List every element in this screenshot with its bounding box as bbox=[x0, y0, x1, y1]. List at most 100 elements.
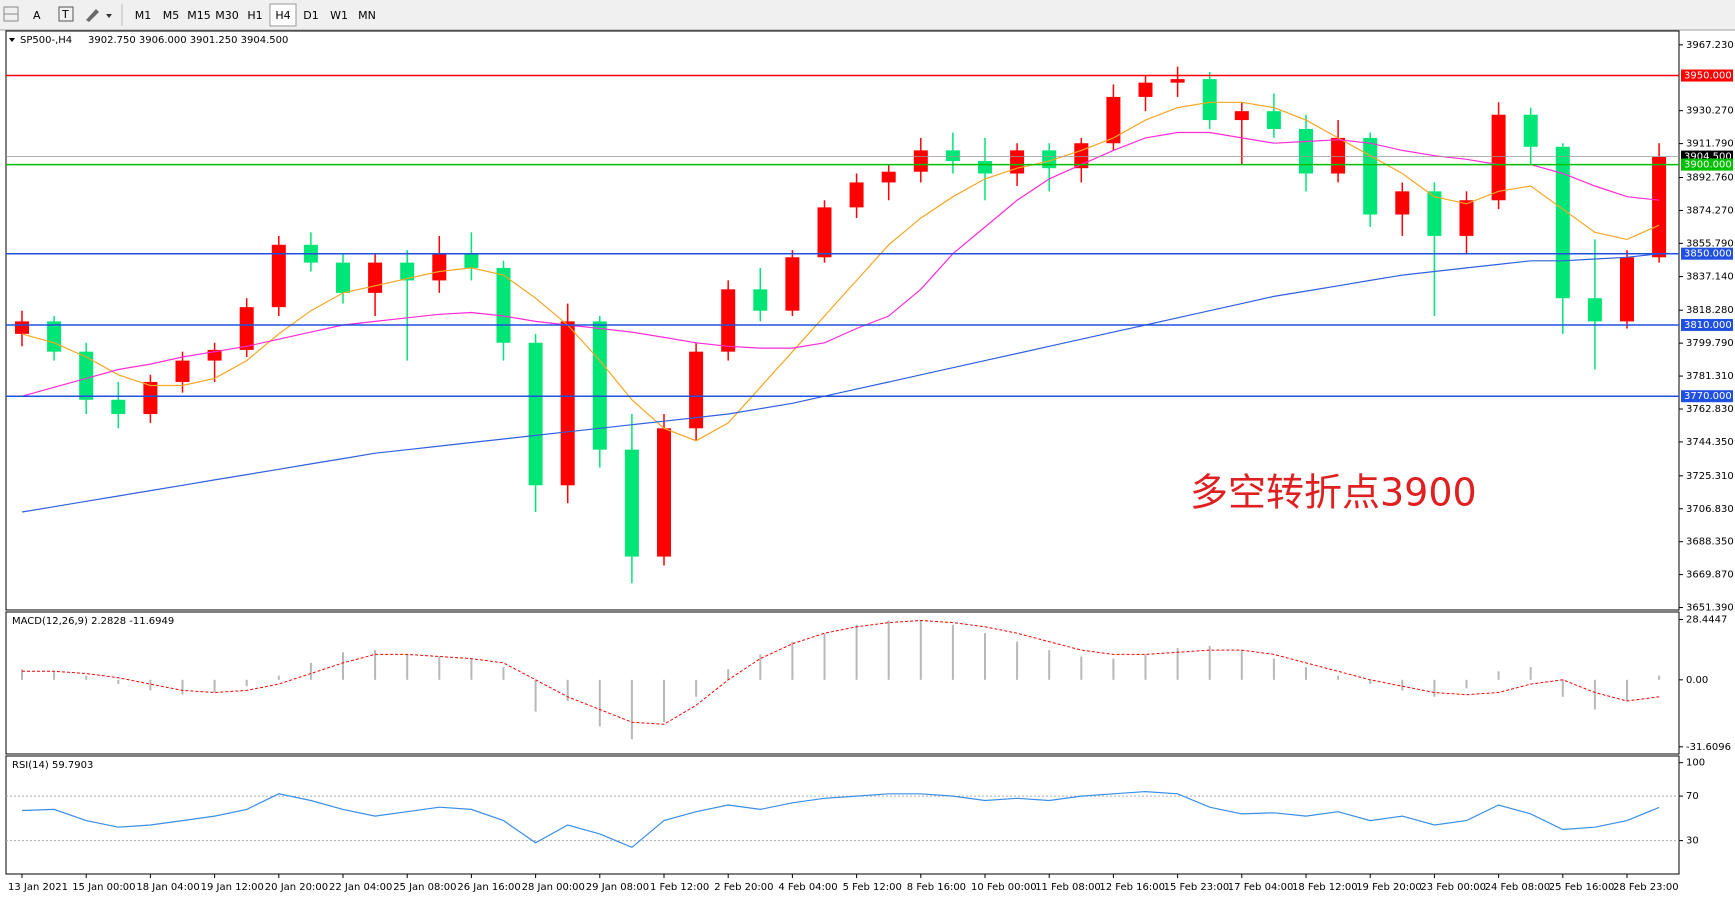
level-tag bbox=[1681, 247, 1733, 260]
quote: 3902.750 3906.000 3901.250 3904.500 bbox=[88, 35, 288, 46]
candle-body bbox=[1587, 298, 1602, 322]
x-tick-label: 20 Jan 20:00 bbox=[265, 882, 328, 893]
level-tag bbox=[1681, 69, 1733, 82]
x-tick-label: 2 Feb 20:00 bbox=[714, 882, 773, 893]
tool-button[interactable]: A bbox=[33, 9, 41, 22]
candle-body bbox=[1459, 200, 1474, 236]
candle-body bbox=[239, 307, 254, 350]
candle-body bbox=[1363, 137, 1378, 215]
timeframe-button[interactable]: H4 bbox=[275, 9, 290, 22]
x-tick-label: 28 Jan 00:00 bbox=[522, 882, 585, 893]
candle-body bbox=[849, 182, 864, 208]
candle-body bbox=[79, 351, 94, 400]
x-tick-label: 25 Feb 16:00 bbox=[1549, 882, 1615, 893]
x-tick-label: 15 Jan 00:00 bbox=[72, 882, 135, 893]
candle-body bbox=[753, 289, 768, 311]
panel-frame bbox=[5, 30, 1680, 611]
y-tick-label: -31.6096 bbox=[1686, 742, 1731, 753]
candle-body bbox=[1106, 96, 1121, 144]
candle-body bbox=[881, 171, 896, 183]
x-tick-label: 18 Feb 12:00 bbox=[1292, 882, 1358, 893]
candle-body bbox=[47, 321, 62, 352]
candle-body bbox=[528, 342, 543, 486]
y-tick-label: 70 bbox=[1686, 791, 1699, 802]
candle-body bbox=[432, 253, 447, 281]
level-tag bbox=[1681, 158, 1733, 171]
candle-body bbox=[1395, 191, 1410, 215]
last-price-label: 3904.500 bbox=[1684, 152, 1732, 163]
candle-body bbox=[400, 262, 415, 281]
timeframe-button[interactable]: D1 bbox=[303, 9, 318, 22]
candle-body bbox=[721, 289, 736, 352]
candle-body bbox=[592, 321, 607, 450]
y-tick-label: 3911.790 bbox=[1686, 139, 1734, 150]
candle-body bbox=[271, 244, 286, 308]
candle-body bbox=[1138, 82, 1153, 97]
candle-body bbox=[111, 399, 126, 415]
candle-body bbox=[945, 150, 960, 162]
candle-body bbox=[368, 262, 383, 293]
level-tag bbox=[1681, 390, 1733, 403]
candle-body bbox=[1523, 114, 1538, 147]
x-tick-label: 10 Feb 00:00 bbox=[971, 882, 1037, 893]
indicator-title: RSI(14) 59.7903 bbox=[12, 760, 93, 771]
x-tick-label: 23 Feb 00:00 bbox=[1420, 882, 1486, 893]
candle-body bbox=[496, 267, 511, 343]
indicator-title: MACD(12,26,9) 2.2828 -11.6949 bbox=[12, 616, 174, 627]
x-tick-label: 15 Feb 23:00 bbox=[1164, 882, 1230, 893]
y-tick-label: 3651.390 bbox=[1686, 603, 1734, 614]
y-tick-label: 3688.350 bbox=[1686, 537, 1734, 548]
timeframe-button[interactable]: M5 bbox=[163, 9, 180, 22]
x-tick-label: 17 Feb 04:00 bbox=[1228, 882, 1294, 893]
panel-frame bbox=[5, 611, 1680, 755]
text-tool[interactable]: T bbox=[58, 6, 74, 22]
x-tick-label: 28 Feb 23:00 bbox=[1613, 882, 1679, 893]
annotation: 多空转折点3900 bbox=[1190, 471, 1477, 515]
candle-body bbox=[1652, 156, 1667, 258]
y-tick-label: 100 bbox=[1686, 758, 1705, 769]
x-tick-label: 19 Feb 20:00 bbox=[1356, 882, 1422, 893]
x-tick-label: 19 Jan 12:00 bbox=[201, 882, 264, 893]
timeframe-button[interactable]: MN bbox=[358, 9, 376, 22]
moving-average bbox=[21, 131, 1660, 397]
candle-body bbox=[624, 449, 639, 557]
y-tick-label: 3781.310 bbox=[1686, 371, 1734, 382]
x-tick-label: 1 Feb 12:00 bbox=[650, 882, 709, 893]
level-label: 3810.000 bbox=[1684, 320, 1732, 331]
y-tick-label: 3855.790 bbox=[1686, 238, 1734, 249]
y-tick-label: 3967.230 bbox=[1686, 40, 1734, 51]
signal-line bbox=[22, 619, 1660, 725]
candle-body bbox=[1491, 114, 1506, 201]
candle-body bbox=[785, 257, 800, 311]
candle-body bbox=[1234, 111, 1249, 121]
icon bbox=[58, 6, 74, 22]
draw-tool[interactable] bbox=[86, 9, 112, 22]
x-tick-label: 25 Jan 08:00 bbox=[393, 882, 456, 893]
timeframe-button[interactable]: M30 bbox=[215, 9, 239, 22]
icon bbox=[86, 9, 99, 22]
grid-tool[interactable] bbox=[3, 6, 19, 22]
timeframe-button[interactable]: M1 bbox=[135, 9, 152, 22]
y-tick-label: 3706.830 bbox=[1686, 504, 1734, 515]
y-tick-label: 3892.760 bbox=[1686, 173, 1734, 184]
level-label: 3850.000 bbox=[1684, 249, 1732, 260]
icon bbox=[106, 14, 112, 18]
symbol-title: SP500-,H4 bbox=[20, 35, 72, 46]
moving-average bbox=[21, 101, 1660, 442]
y-tick-label: 3818.280 bbox=[1686, 305, 1734, 316]
y-tick-label: 30 bbox=[1686, 836, 1699, 847]
y-tick-label: 3930.270 bbox=[1686, 106, 1734, 117]
candle-body bbox=[1331, 137, 1346, 174]
timeframe-button[interactable]: M15 bbox=[187, 9, 211, 22]
x-tick-label: 5 Feb 12:00 bbox=[843, 882, 902, 893]
candle-body bbox=[1427, 191, 1442, 236]
timeframe-button[interactable]: H1 bbox=[247, 9, 262, 22]
x-tick-label: 8 Feb 16:00 bbox=[907, 882, 966, 893]
y-tick-label: 3744.350 bbox=[1686, 437, 1734, 448]
timeframe-button[interactable]: W1 bbox=[330, 9, 348, 22]
panel-frame bbox=[5, 755, 1680, 875]
candle-body bbox=[1042, 150, 1057, 169]
candle-body bbox=[336, 262, 350, 293]
